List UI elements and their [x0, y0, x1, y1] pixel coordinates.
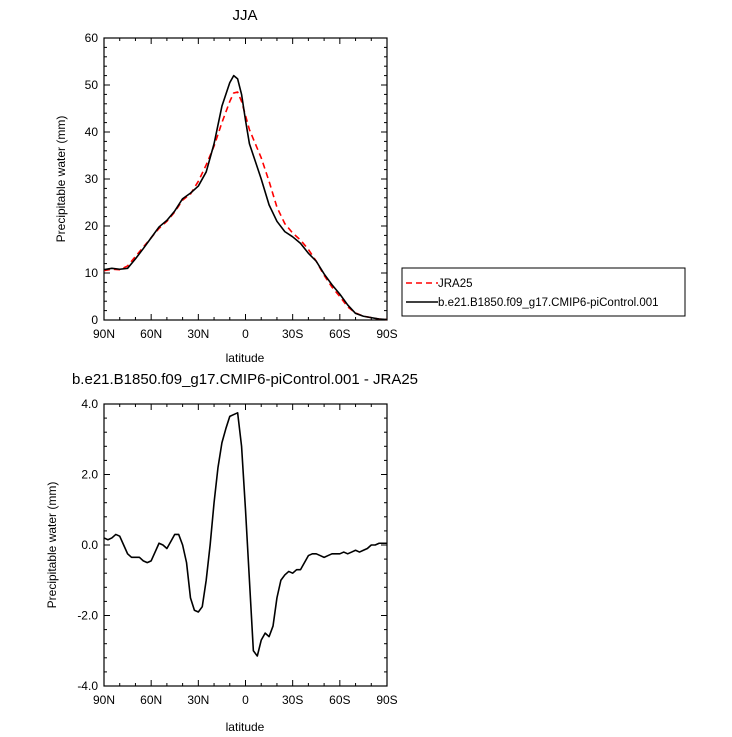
top-chart-title: JJA	[232, 7, 257, 24]
bottom-x-axis-label: latitude	[226, 720, 265, 734]
top-plot-area: 90N 60N 30N 0 30S 60S 90S 0 10 20 30 40 50 60	[85, 31, 398, 341]
x-tick-label: 90S	[376, 693, 397, 707]
y-tick-label: 40	[85, 125, 99, 139]
bottom-y-axis-label: Precipitable water (mm)	[45, 482, 59, 609]
x-tick-label: 30S	[282, 693, 303, 707]
top-x-axis-label: latitude	[226, 351, 265, 365]
top-panel: JJA 90N 60N 30N 0 30S 60S 90S 0 10 20 30 40 50 60 lat…	[54, 7, 398, 365]
y-tick-label: 0.0	[81, 538, 98, 552]
legend: JRA25 b.e21.B1850.f09_g17.CMIP6-piContro…	[401, 267, 686, 317]
y-tick-label: 4.0	[81, 397, 98, 411]
y-tick-label: 60	[85, 31, 99, 45]
x-tick-label: 60S	[329, 693, 350, 707]
x-tick-label: 60S	[329, 327, 350, 341]
y-tick-label: 30	[85, 172, 99, 186]
bottom-chart-title: b.e21.B1850.f09_g17.CMIP6-piControl.001 …	[72, 371, 418, 388]
legend-label-model: b.e21.B1850.f09_g17.CMIP6-piControl.001	[438, 297, 659, 309]
bottom-panel: b.e21.B1850.f09_g17.CMIP6-piControl.001 …	[45, 371, 418, 734]
y-tick-label: 0	[91, 313, 98, 327]
bottom-plot-area: 90N 60N 30N 0 30S 60S 90S -4.0 -2.0 0.0 2.0 4.0	[77, 397, 397, 707]
x-tick-label: 60N	[140, 693, 162, 707]
y-tick-label: -4.0	[77, 679, 98, 693]
y-tick-label: 10	[85, 266, 99, 280]
x-tick-label: 30S	[282, 327, 303, 341]
y-tick-label: -2.0	[77, 609, 98, 623]
x-tick-label: 30N	[187, 327, 209, 341]
x-tick-label: 60N	[140, 327, 162, 341]
x-tick-label: 90N	[93, 327, 115, 341]
plot-frame	[103, 403, 388, 687]
y-tick-label: 20	[85, 219, 99, 233]
x-tick-label: 0	[242, 327, 249, 341]
y-tick-label: 2.0	[81, 468, 98, 482]
y-tick-label: 50	[85, 78, 99, 92]
series-line-jra25	[103, 91, 388, 321]
series-line-difference	[103, 412, 387, 657]
x-tick-label: 0	[242, 693, 249, 707]
legend-label-jra25: JRA25	[438, 278, 473, 290]
series-line-b-e21-b1850-f09-g17-cmip6-picontrol-001	[103, 74, 388, 321]
x-tick-label: 30N	[187, 693, 209, 707]
top-y-axis-label: Precipitable water (mm)	[54, 116, 68, 243]
x-tick-label: 90S	[376, 327, 397, 341]
x-tick-label: 90N	[93, 693, 115, 707]
legend-box	[401, 267, 686, 317]
plot-frame	[103, 37, 388, 321]
